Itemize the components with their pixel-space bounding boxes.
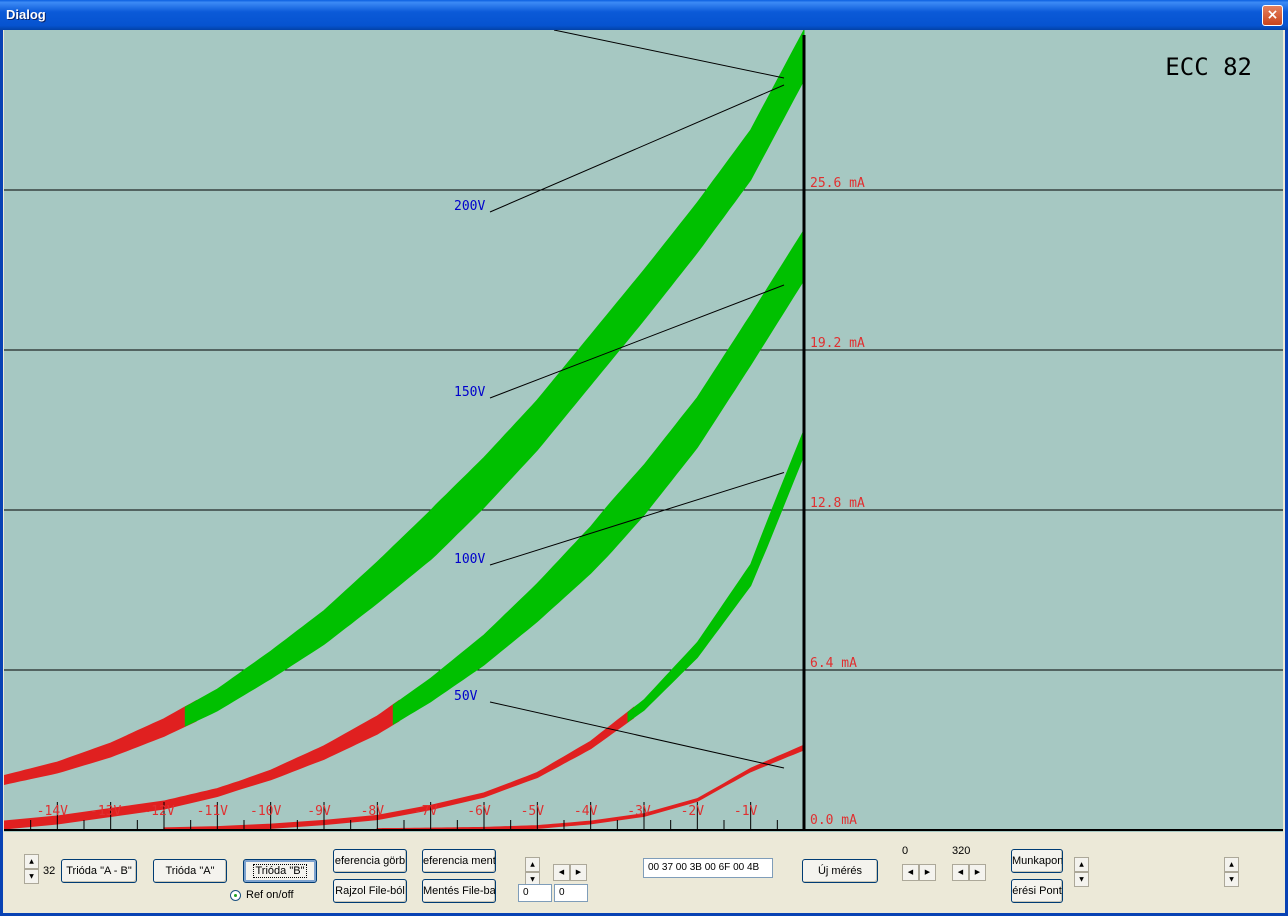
range-min-spinner[interactable]: ◀ ▶ [902,864,936,881]
reference-save-button[interactable]: eferencia mentr [422,849,496,873]
y-tick-label: 25.6 mA [810,176,865,191]
trioda-b-label: Trióda "B" [252,864,308,878]
ref-toggle-label[interactable]: Ref on/off [246,889,294,901]
tube-characteristic-chart: -14V -13V -12V -11V -10V -9V -8V -7V -6V -5V -4V -3… [4,30,1283,832]
control-panel: ▲ ▼ 32 Trióda "A - B" Trióda "A" Trióda … [3,833,1285,913]
ref-radio[interactable] [230,890,241,901]
series-leader-line [489,284,785,399]
series-label: 200V [454,199,485,214]
trioda-a-button[interactable]: Trióda "A" [153,859,227,883]
x-tick-label: -8V [361,804,385,819]
x-tick-label: -5V [521,804,545,819]
y-tick-label: 0.0 mA [810,813,857,828]
x-tick-label: -14V [37,804,68,819]
draw-from-file-button[interactable]: Rajzol File-ból [333,879,407,903]
arrow-left-icon[interactable]: ◀ [553,864,570,881]
arrow-right-icon[interactable]: ▶ [919,864,936,881]
x-tick-label: -6V [467,804,491,819]
series-label: 150V [454,385,485,400]
offset-spinner[interactable]: ▲ ▼ [525,857,540,887]
shift-spinner[interactable]: ◀ ▶ [553,864,587,881]
x-tick-label: -1V [734,804,758,819]
close-icon[interactable]: × [1262,5,1283,26]
arrow-right-icon[interactable]: ▶ [969,864,986,881]
title-bar: Dialog × [0,0,1288,30]
x-tick-label: -11V [197,804,228,819]
x-tick-label: -3V [627,804,651,819]
new-measurement-button[interactable]: Új mérés [802,859,878,883]
series-leader-line [553,30,785,79]
spin-up-icon[interactable]: ▲ [24,854,39,869]
x-tick-label: -13V [90,804,121,819]
y-tick-label: 19.2 mA [810,336,865,351]
count-value: 32 [43,865,56,877]
measure-point-button[interactable]: érési Pont [1011,879,1063,903]
spin-up-icon[interactable]: ▲ [1224,857,1239,872]
range-max-label: 320 [952,845,971,857]
arrow-right-icon[interactable]: ▶ [570,864,587,881]
x-tick-label: -7V [414,804,438,819]
series-leader-line [489,472,785,566]
trioda-b-button[interactable]: Trióda "B" [243,859,317,883]
spin-down-icon[interactable]: ▼ [24,869,39,884]
field-b-input[interactable]: 0 [554,884,588,902]
right-spinner[interactable]: ▲ ▼ [1224,857,1239,887]
x-tick-label: -10V [250,804,281,819]
reference-curve-button[interactable]: eferencia görb [333,849,407,873]
chart-title: ECC 82 [1165,53,1252,81]
spin-down-icon[interactable]: ▼ [1074,872,1089,887]
series-label: 50V [454,689,478,704]
arrow-left-icon[interactable]: ◀ [952,864,969,881]
series-leader-line [489,701,785,769]
y-tick-label: 6.4 mA [810,656,857,671]
x-tick-label: -4V [574,804,598,819]
hex-data-field[interactable]: 00 37 00 3B 00 6F 00 4B [643,858,773,878]
spin-up-icon[interactable]: ▲ [1074,857,1089,872]
series-label: 100V [454,552,485,567]
x-tick-label: -2V [681,804,705,819]
range-max-spinner[interactable]: ◀ ▶ [952,864,986,881]
window-title: Dialog [6,7,46,22]
spin-up-icon[interactable]: ▲ [525,857,540,872]
count-spinner[interactable]: ▲ ▼ [24,854,39,884]
field-a-input[interactable]: 0 [518,884,552,902]
x-tick-label: -12V [143,804,174,819]
series-leader-line [489,84,785,213]
save-to-file-button[interactable]: Mentés File-ba [422,879,496,903]
window-frame [0,30,1288,916]
range-min-label: 0 [902,845,909,857]
y-tick-label: 12.8 mA [810,496,865,511]
arrow-left-icon[interactable]: ◀ [902,864,919,881]
spin-down-icon[interactable]: ▼ [1224,872,1239,887]
trioda-ab-button[interactable]: Trióda "A - B" [61,859,137,883]
point-spinner[interactable]: ▲ ▼ [1074,857,1089,887]
x-tick-label: -9V [307,804,331,819]
work-point-button[interactable]: Munkapon [1011,849,1063,873]
